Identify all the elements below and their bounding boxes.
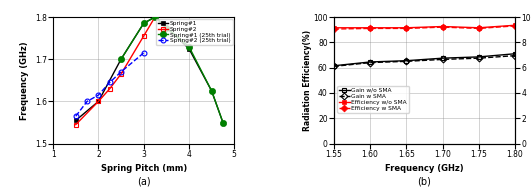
Text: (a): (a): [137, 176, 150, 186]
Spring#1: [220, 121, 226, 124]
Spring#1 (25th trial): [152, 16, 158, 18]
Spring#2: [118, 73, 124, 75]
Spring#1: [152, 16, 158, 18]
Spring#2 (25th trial): [95, 94, 101, 96]
Spring#1: [118, 58, 124, 60]
Spring#1 (25th trial): [118, 58, 124, 60]
Spring#1: [163, 26, 169, 29]
Line: Spring#1: Spring#1: [73, 15, 225, 125]
Efficiency w/o SMA: [367, 27, 373, 29]
Efficiency w/o SMA: [476, 27, 482, 29]
Spring#1: [209, 90, 215, 92]
Gain w/o SMA: [476, 56, 482, 58]
Gain w/o SMA: [403, 60, 409, 62]
Efficiency w SMA: [440, 26, 446, 28]
Gain w SMA: [476, 57, 482, 59]
Spring#2: [95, 100, 101, 103]
Spring#1: [95, 100, 101, 103]
Gain w SMA: [367, 61, 373, 64]
Spring#1 (25th trial): [163, 26, 169, 29]
Spring#2 (25th trial): [118, 71, 124, 73]
Spring#2: [152, 16, 158, 18]
Y-axis label: Radiation Efficiency(%): Radiation Efficiency(%): [303, 30, 312, 131]
Line: Spring#2: Spring#2: [73, 15, 157, 127]
Spring#1 (25th trial): [186, 45, 192, 48]
Gain w SMA: [440, 58, 446, 60]
Y-axis label: Frequency (GHz): Frequency (GHz): [20, 41, 29, 120]
Spring#2 (25th trial): [141, 52, 147, 54]
Spring#2: [73, 124, 79, 126]
Gain w/o SMA: [367, 61, 373, 63]
Spring#2 (25th trial): [73, 115, 79, 117]
Efficiency w SMA: [367, 27, 373, 29]
Efficiency w/o SMA: [331, 27, 337, 29]
Gain w/o SMA: [331, 65, 337, 67]
Spring#1 (25th trial): [141, 22, 147, 25]
Spring#1 (25th trial): [209, 90, 215, 92]
Spring#2 (25th trial): [107, 81, 113, 84]
Legend: Spring#1, Spring#2, Spring#1 (25th trial), Spring#2 (25th trial): Spring#1, Spring#2, Spring#1 (25th trial…: [156, 19, 233, 45]
Line: Efficiency w/o SMA: Efficiency w/o SMA: [331, 23, 518, 30]
Spring#2: [141, 35, 147, 37]
Line: Gain w SMA: Gain w SMA: [331, 53, 518, 69]
Gain w SMA: [331, 65, 337, 67]
Line: Spring#2 (25th trial): Spring#2 (25th trial): [73, 50, 146, 119]
Gain w/o SMA: [512, 53, 518, 55]
Spring#1: [73, 119, 79, 122]
Efficiency w SMA: [476, 27, 482, 29]
Spring#2: [107, 88, 113, 90]
Efficiency w SMA: [331, 28, 337, 30]
Gain w/o SMA: [440, 57, 446, 59]
Spring#1: [186, 48, 192, 50]
Legend: Gain w/o SMA, Gain w SMA, Efficiency w/o SMA, Efficiency w SMA: Gain w/o SMA, Gain w SMA, Efficiency w/o…: [338, 86, 409, 112]
Efficiency w SMA: [403, 27, 409, 29]
Efficiency w/o SMA: [403, 27, 409, 29]
Gain w SMA: [403, 60, 409, 62]
Text: (b): (b): [417, 176, 431, 186]
Line: Gain w/o SMA: Gain w/o SMA: [331, 51, 518, 68]
Line: Spring#1 (25th trial): Spring#1 (25th trial): [118, 14, 226, 126]
Gain w SMA: [512, 54, 518, 57]
Spring#2 (25th trial): [84, 100, 90, 103]
Line: Efficiency w SMA: Efficiency w SMA: [331, 23, 518, 32]
X-axis label: Spring Pitch (mm): Spring Pitch (mm): [100, 164, 187, 174]
Efficiency w/o SMA: [440, 25, 446, 28]
Spring#1: [141, 22, 147, 25]
Spring#1 (25th trial): [220, 121, 226, 124]
X-axis label: Frequency (GHz): Frequency (GHz): [385, 164, 464, 174]
Efficiency w SMA: [512, 25, 518, 27]
Efficiency w/o SMA: [512, 24, 518, 26]
